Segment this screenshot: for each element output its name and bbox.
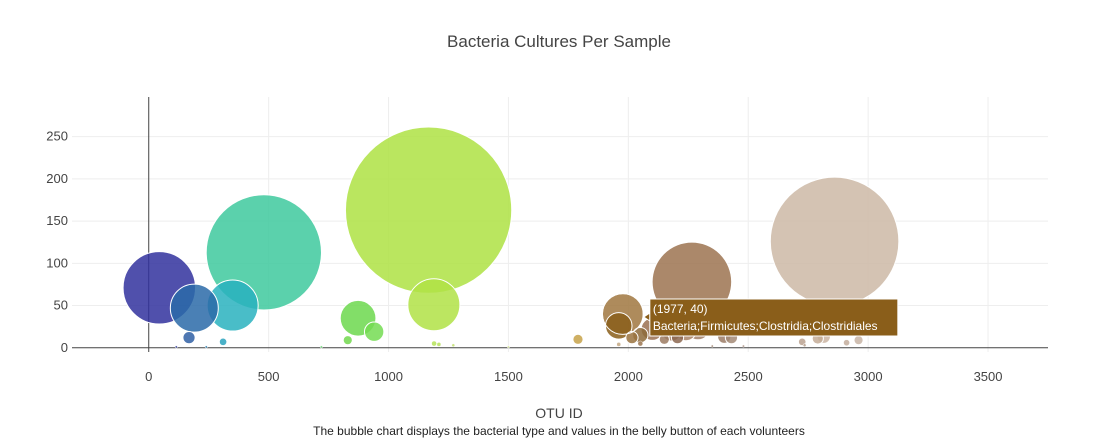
x-tick-label: 1000 <box>374 369 403 384</box>
bubble-point <box>616 342 622 347</box>
bubble-point <box>363 321 385 342</box>
y-tick-label: 250 <box>46 129 68 144</box>
tooltip-coords: (1977, 40) <box>653 302 708 316</box>
x-tick-label: 2500 <box>734 369 763 384</box>
tick-labels: 0 500 1000 1500 2000 2500 3000 3500 0 50 100 150 200… <box>46 129 1002 384</box>
bubble-point <box>710 344 714 348</box>
chart-caption: The bubble chart displays the bacterial … <box>313 424 805 438</box>
bubble-point <box>174 345 178 349</box>
bubble-point <box>604 312 633 340</box>
x-axis-label: OTU ID <box>535 405 582 421</box>
tooltip-box <box>649 298 899 337</box>
y-tick-label: 150 <box>46 213 68 228</box>
bubble-point <box>802 343 807 348</box>
y-tick-label: 0 <box>61 340 68 355</box>
bubble-point <box>204 345 208 349</box>
y-tick-label: 200 <box>46 171 68 186</box>
hovered-bubble-ring <box>601 293 644 335</box>
chart-title: Bacteria Cultures Per Sample <box>447 32 671 51</box>
bubble-point <box>219 338 227 346</box>
x-tick-label: 1500 <box>494 369 523 384</box>
bubble-point <box>853 335 864 346</box>
bubble-point <box>637 340 644 347</box>
x-tick-label: 3500 <box>974 369 1003 384</box>
tooltip-taxonomy: Bacteria;Firmicutes;Clostridia;Clostridi… <box>653 319 878 333</box>
bubble-point <box>506 345 510 349</box>
x-tick-label: 0 <box>145 369 152 384</box>
x-tick-label: 3000 <box>854 369 883 384</box>
x-tick-label: 2000 <box>614 369 643 384</box>
bubble-point <box>741 344 745 348</box>
bubble-point <box>436 342 442 347</box>
bubble-point <box>431 340 437 347</box>
bubble-point <box>769 176 900 307</box>
bubble-point <box>169 283 219 333</box>
bubble-point <box>344 126 513 294</box>
bubble-point <box>625 331 639 345</box>
y-tick-label: 100 <box>46 255 68 270</box>
y-tick-label: 50 <box>54 298 68 313</box>
bubble-point <box>407 278 461 332</box>
bubble-point <box>451 343 456 348</box>
bubble-point <box>572 333 584 345</box>
bubble-point <box>843 339 850 347</box>
x-tick-label: 500 <box>258 369 280 384</box>
bubble-point <box>182 331 196 345</box>
bubble-point <box>319 345 323 349</box>
hover-tooltip: (1977, 40) Bacteria;Firmicutes;Clostridia… <box>601 293 899 337</box>
bubble-point <box>342 335 353 346</box>
